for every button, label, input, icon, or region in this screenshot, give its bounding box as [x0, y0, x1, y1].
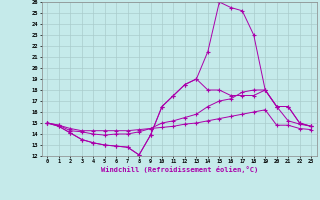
X-axis label: Windchill (Refroidissement éolien,°C): Windchill (Refroidissement éolien,°C) [100, 166, 258, 173]
